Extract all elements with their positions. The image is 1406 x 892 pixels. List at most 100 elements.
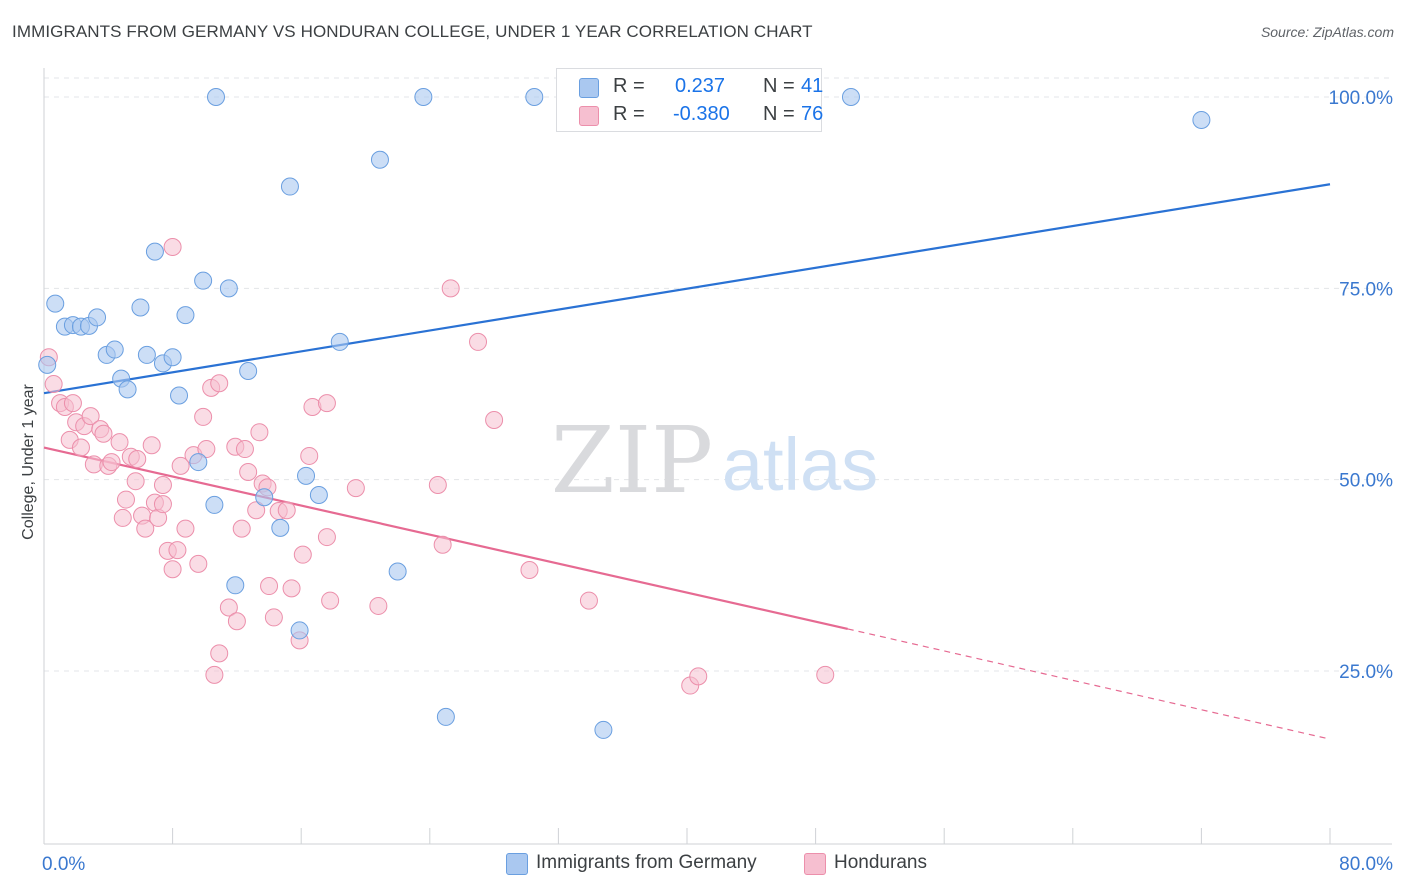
- point-hondurans: [441, 279, 460, 298]
- point-hondurans: [485, 410, 504, 429]
- trend-line-germany: [43, 183, 1331, 395]
- point-germany: [255, 488, 274, 507]
- point-germany: [118, 380, 137, 399]
- point-hondurans: [44, 375, 63, 393]
- point-hondurans: [260, 577, 279, 596]
- point-germany: [176, 306, 195, 325]
- point-germany: [436, 707, 455, 726]
- point-germany: [88, 308, 107, 327]
- point-hondurans: [163, 238, 182, 257]
- source-label: Source: ZipAtlas.com: [1260, 24, 1394, 40]
- point-hondurans: [239, 463, 258, 482]
- point-germany: [841, 88, 860, 106]
- point-hondurans: [142, 436, 161, 455]
- point-hondurans: [63, 394, 82, 413]
- point-hondurans: [219, 598, 238, 617]
- point-germany: [38, 355, 57, 374]
- point-hondurans: [433, 535, 452, 554]
- x-tick-label-max: 80.0%: [1339, 854, 1393, 875]
- point-hondurans: [293, 545, 312, 564]
- point-germany: [170, 386, 189, 405]
- point-hondurans: [110, 433, 129, 452]
- bottom-legend-swatch-germany: [506, 853, 528, 875]
- point-germany: [280, 177, 299, 196]
- point-hondurans: [136, 519, 155, 538]
- point-hondurans: [153, 495, 172, 514]
- point-germany: [137, 345, 156, 364]
- point-hondurans: [210, 374, 229, 393]
- watermark-atlas: atlas: [722, 423, 878, 506]
- legend-swatch-hondurans: [579, 106, 599, 126]
- point-germany: [145, 242, 164, 261]
- bottom-legend-swatch-hondurans: [804, 853, 826, 875]
- point-germany: [239, 361, 258, 380]
- point-germany: [205, 495, 224, 514]
- point-germany: [1192, 110, 1211, 129]
- point-germany: [226, 576, 245, 595]
- correlation-legend: R = 0.237 N = 41 R = -0.380 N = 76: [556, 68, 824, 132]
- point-hondurans: [163, 560, 182, 579]
- legend-n-label: N =: [763, 75, 795, 97]
- point-hondurans: [520, 560, 539, 579]
- watermark-zip: ZIP: [551, 407, 713, 514]
- y-tick-label: 25.0%: [1339, 662, 1393, 683]
- point-hondurans: [102, 453, 121, 472]
- legend-n-value: 76: [801, 103, 824, 125]
- y-tick-label: 50.0%: [1339, 471, 1393, 492]
- point-hondurans: [176, 519, 195, 538]
- point-hondurans: [171, 456, 190, 475]
- legend-r-value: -0.380: [673, 103, 730, 125]
- watermark: ZIP atlas: [551, 407, 878, 514]
- tick-labels: 25.0% 50.0% 75.0% 100.0% 0.0% 80.0% College, U…: [20, 88, 1393, 875]
- point-germany: [388, 562, 407, 581]
- point-hondurans: [116, 490, 135, 509]
- point-germany: [309, 485, 328, 504]
- legend-n-value: 41: [801, 75, 824, 97]
- legend-r-label: R =: [613, 75, 645, 97]
- point-germany: [105, 340, 124, 359]
- y-tick-label: 75.0%: [1339, 279, 1393, 300]
- point-hondurans: [94, 424, 113, 443]
- legend-swatch-germany: [579, 78, 599, 98]
- legend-r-label: R =: [613, 103, 645, 125]
- point-hondurans: [264, 608, 283, 627]
- point-hondurans: [250, 423, 269, 442]
- point-germany: [189, 453, 208, 472]
- point-hondurans: [317, 528, 336, 547]
- point-hondurans: [168, 541, 187, 560]
- point-hondurans: [816, 665, 835, 684]
- point-germany: [290, 621, 309, 640]
- point-hondurans: [282, 579, 301, 598]
- point-germany: [194, 271, 213, 290]
- point-germany: [131, 298, 150, 317]
- point-hondurans: [235, 440, 254, 459]
- bottom-legend-label-germany: Immigrants from Germany: [536, 852, 757, 873]
- point-hondurans: [579, 591, 598, 610]
- point-hondurans: [227, 612, 246, 631]
- point-hondurans: [689, 667, 708, 686]
- point-hondurans: [346, 479, 365, 498]
- chart-title: IMMIGRANTS FROM GERMANY VS HONDURAN COLL…: [12, 22, 813, 41]
- point-germany: [271, 518, 290, 537]
- point-germany: [219, 279, 238, 298]
- data-points: [38, 88, 1211, 739]
- point-germany: [207, 88, 226, 106]
- point-germany: [594, 720, 613, 739]
- point-hondurans: [128, 450, 147, 469]
- point-hondurans: [194, 407, 213, 426]
- point-hondurans: [205, 665, 224, 684]
- point-hondurans: [300, 446, 319, 465]
- point-hondurans: [113, 508, 132, 527]
- point-hondurans: [277, 501, 296, 520]
- point-hondurans: [428, 476, 447, 495]
- y-tick-label: 100.0%: [1329, 88, 1394, 109]
- point-germany: [46, 294, 65, 313]
- legend-n-label: N =: [763, 103, 795, 125]
- point-hondurans: [126, 472, 145, 491]
- point-hondurans: [81, 407, 100, 426]
- point-hondurans: [197, 440, 216, 459]
- point-hondurans: [469, 332, 488, 351]
- x-tick-label-min: 0.0%: [42, 854, 85, 875]
- point-germany: [163, 348, 182, 367]
